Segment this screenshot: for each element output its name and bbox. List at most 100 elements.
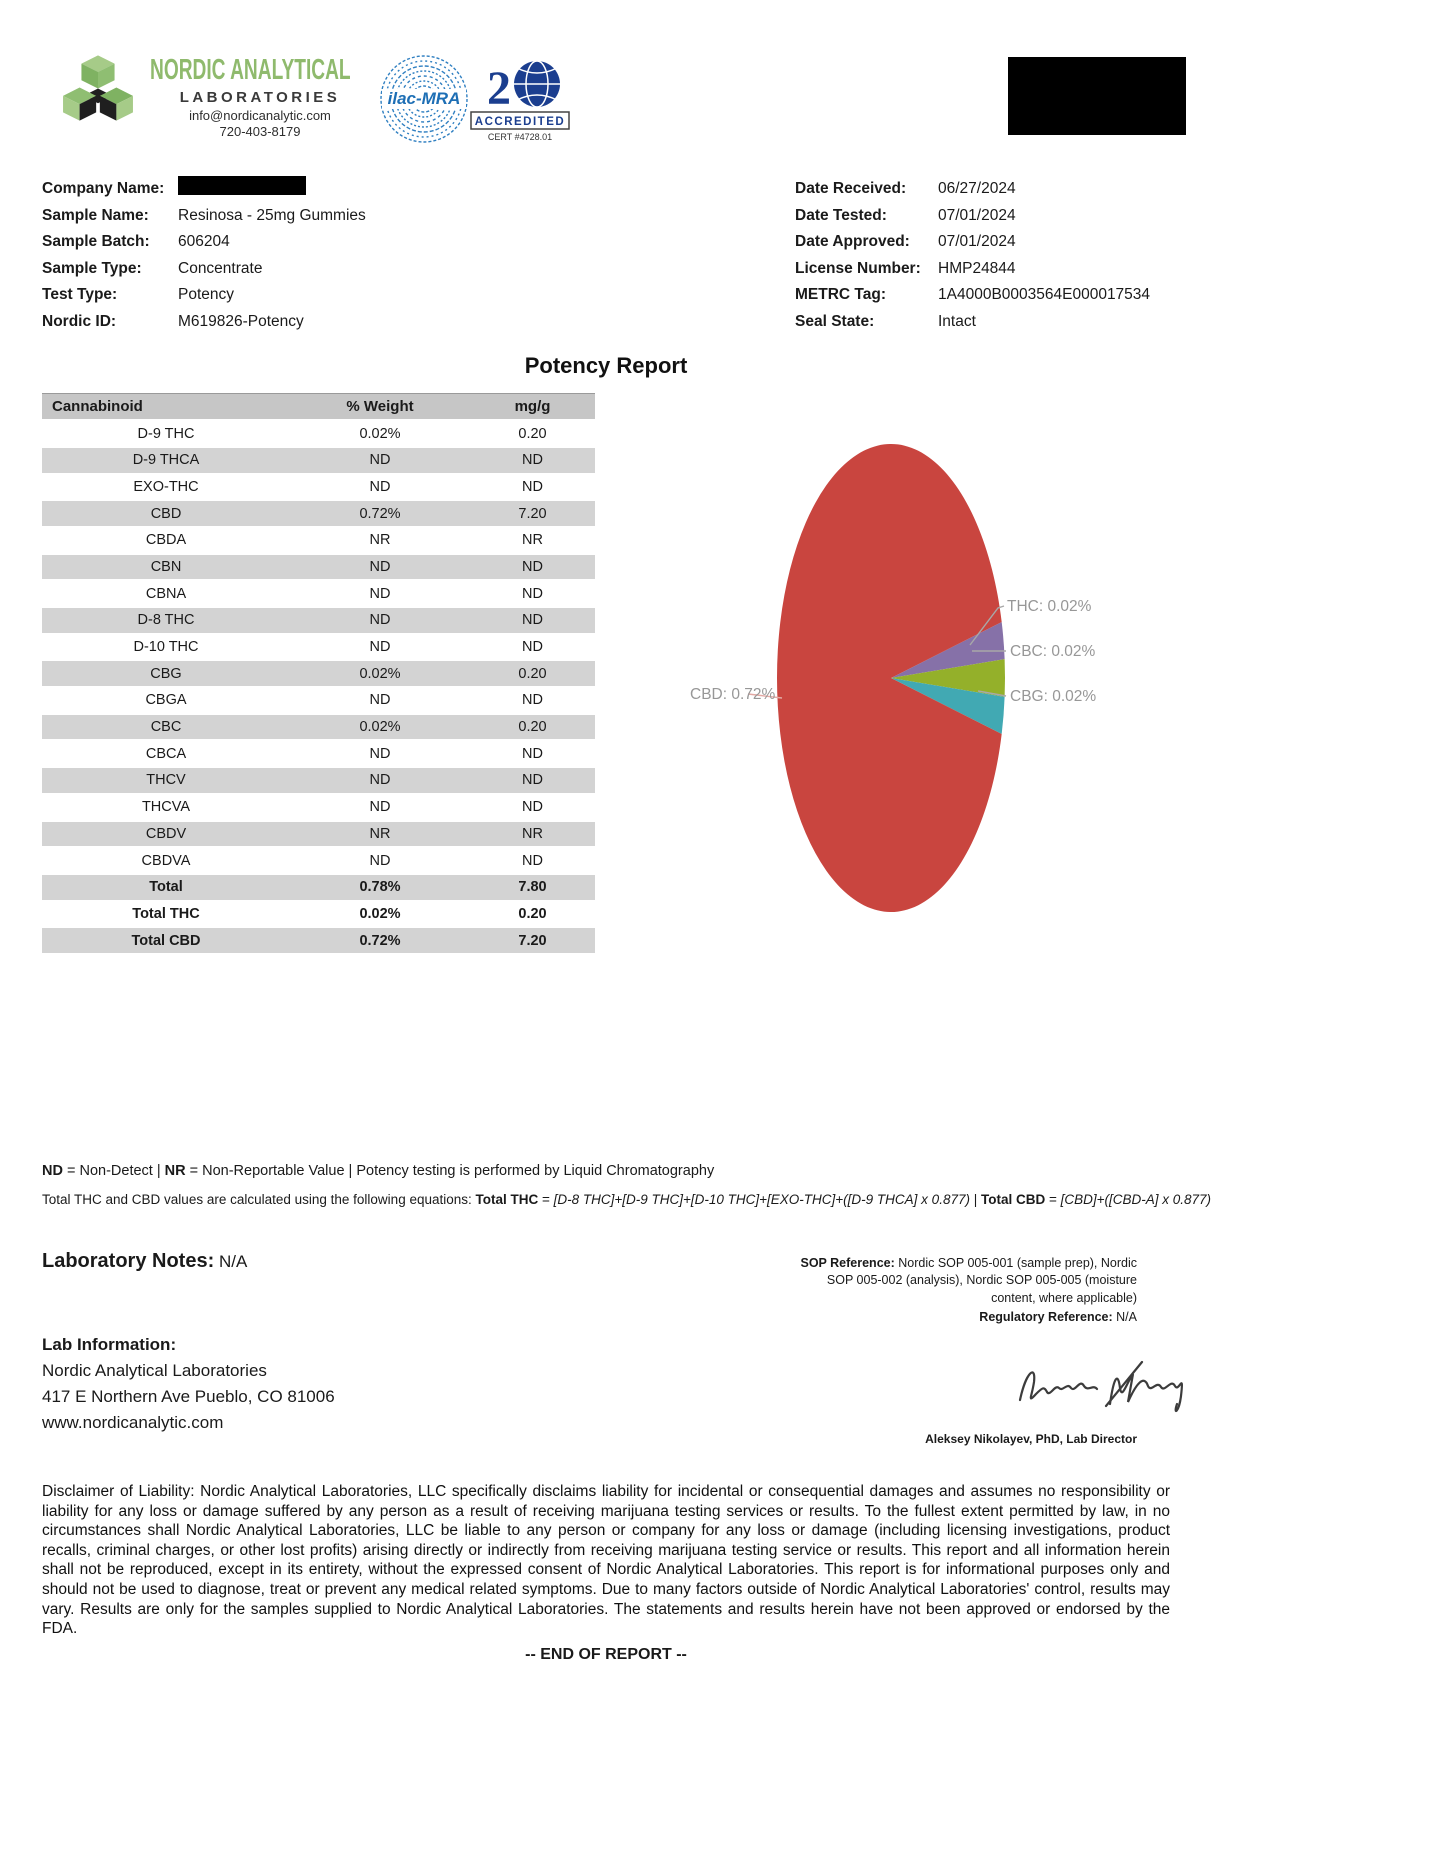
brand-email: info@nordicanalytic.com	[189, 108, 331, 123]
table-cell: ND	[470, 793, 595, 822]
info-row: Date Tested: 07/01/2024	[795, 203, 1150, 230]
info-label: Company Name:	[42, 180, 165, 197]
table-footnote-equations: Total THC and CBD values are calculated …	[42, 1192, 1211, 1207]
signature	[1018, 1360, 1183, 1413]
table-row: CBN ND ND	[42, 553, 595, 582]
table-cell: NR	[470, 820, 595, 849]
text-segment: |	[969, 1192, 981, 1207]
info-label: Date Tested:	[795, 206, 887, 224]
table-cell: NR	[290, 526, 470, 555]
pie-label-cbc: CBC: 0.02%	[1010, 643, 1096, 660]
table-cell: ND	[470, 687, 595, 715]
pie-chart: THC: 0.02% CBC: 0.02% CBG: 0.02% CBD: 0.…	[690, 444, 1096, 913]
redaction-box	[1008, 57, 1186, 135]
table-cell: Total CBD	[42, 927, 290, 955]
ilac-mra-label: ilac-MRA	[388, 89, 461, 108]
info-row: Test Type: Potency	[42, 282, 366, 309]
lab-information: Lab Information: Nordic Analytical Labor…	[42, 1332, 335, 1436]
table-cell: CBGA	[42, 687, 290, 715]
pie-slice-cbd	[777, 444, 1002, 913]
table-cell: 0.72%	[290, 500, 470, 528]
table-cell: 0.20	[470, 420, 595, 448]
info-value: 07/01/2024	[938, 206, 1016, 224]
table-row: CBC 0.02% 0.20	[42, 713, 595, 742]
table-cell: ND	[470, 767, 595, 795]
sop-reference-block: SOP Reference: Nordic SOP 005-001 (sampl…	[795, 1255, 1138, 1326]
sample-info-left: Company Name: Sample Name: Resinosa - 25mg…	[42, 176, 366, 335]
a2la-accredited-badge: 2 ACCREDITED CERT #4728.01	[470, 60, 570, 142]
info-value: 06/27/2024	[938, 180, 1016, 197]
info-label: METRC Tag:	[795, 286, 886, 303]
table-cell: 0.20	[470, 713, 595, 742]
table-cell: EXO-THC	[42, 473, 290, 502]
table-cell: CBDA	[42, 526, 290, 555]
text-segment: Regulatory Reference:	[979, 1309, 1117, 1324]
table-cell: 7.20	[470, 500, 595, 528]
table-cell: CBDV	[42, 820, 290, 849]
info-label: Sample Type:	[42, 259, 142, 277]
info-row: METRC Tag: 1A4000B0003564E000017534	[795, 282, 1150, 309]
info-row: Sample Name: Resinosa - 25mg Gummies	[42, 203, 366, 230]
info-label: License Number:	[795, 259, 921, 277]
table-cell: ND	[290, 767, 470, 795]
info-value: Potency	[178, 286, 235, 303]
table-row: CBG 0.02% 0.20	[42, 660, 595, 689]
lab-website: www.nordicanalytic.com	[42, 1413, 224, 1432]
text-segment: Total CBD	[980, 1192, 1046, 1207]
a2la-cert-number: CERT #4728.01	[488, 132, 552, 142]
pie-label-cbg: CBG: 0.02%	[1010, 688, 1096, 705]
table-row: Total CBD 0.72% 7.20	[42, 927, 595, 955]
table-cell: NR	[290, 820, 470, 849]
table-cell: ND	[290, 607, 470, 635]
table-row: CBD 0.72% 7.20	[42, 500, 595, 528]
laboratory-notes-value: N/A	[218, 1252, 248, 1271]
table-row: THCVA ND ND	[42, 793, 595, 822]
info-value: 1A4000B0003564E000017534	[938, 286, 1151, 303]
page-title: Potency Report	[524, 353, 688, 378]
info-label: Sample Name:	[42, 206, 149, 224]
table-cell: 0.20	[470, 660, 595, 689]
ilac-mra-badge: ilac-MRA	[380, 55, 468, 143]
table-cell: ND	[290, 687, 470, 715]
table-cell: 0.72%	[290, 927, 470, 955]
table-cell: CBCA	[42, 740, 290, 769]
lab-address: 417 E Northern Ave Pueblo, CO 81006	[42, 1387, 335, 1406]
table-cell: CBG	[42, 660, 290, 689]
info-label: Date Received:	[795, 180, 907, 197]
table-cell: 0.78%	[290, 872, 470, 902]
table-cell: D-8 THC	[42, 607, 290, 635]
info-label: Nordic ID:	[42, 312, 117, 330]
sop-reference: SOP Reference: Nordic SOP 005-001 (sampl…	[795, 1255, 1138, 1307]
table-cell: CBD	[42, 500, 290, 528]
table-row: D-9 THC 0.02% 0.20	[42, 420, 595, 448]
regulatory-reference: Regulatory Reference: N/A	[795, 1309, 1137, 1326]
table-cell: ND	[470, 473, 595, 502]
table-cell: 7.80	[470, 872, 595, 902]
table-row: CBDV NR NR	[42, 820, 595, 849]
table-cell: D-9 THCA	[42, 446, 290, 475]
text-segment: NR	[164, 1163, 186, 1179]
info-label: Test Type:	[42, 286, 118, 303]
table-row: CBNA ND ND	[42, 580, 595, 608]
signature-caption: Aleksey Nikolayev, PhD, Lab Director	[925, 1432, 1137, 1446]
lab-information-heading: Lab Information:	[42, 1335, 177, 1354]
text-segment: = Non-Reportable Value | Potency testing…	[185, 1163, 715, 1179]
table-cell: Total THC	[42, 900, 290, 929]
table-row: D-8 THC ND ND	[42, 607, 595, 635]
info-value: HMP24844	[938, 259, 1016, 277]
text-segment: =	[1045, 1192, 1061, 1207]
laboratory-notes: Laboratory Notes: N/A	[42, 1250, 247, 1273]
info-label: Date Approved:	[795, 233, 910, 250]
table-row: CBGA ND ND	[42, 687, 595, 715]
table-cell: 0.02%	[290, 420, 470, 448]
table-cell: 0.02%	[290, 713, 470, 742]
info-row: Date Received: 06/27/2024	[795, 176, 1150, 203]
info-value: 07/01/2024	[938, 233, 1016, 250]
column-header-mgg: mg/g	[470, 393, 595, 422]
text-segment: [D-8 THC]+[D-9 THC]+[D-10 THC]+[EXO-THC]…	[553, 1192, 970, 1207]
info-value: M619826-Potency	[178, 312, 304, 330]
text-segment: N/A	[1116, 1309, 1137, 1324]
info-value: Concentrate	[178, 259, 263, 277]
table-cell: THCV	[42, 767, 290, 795]
